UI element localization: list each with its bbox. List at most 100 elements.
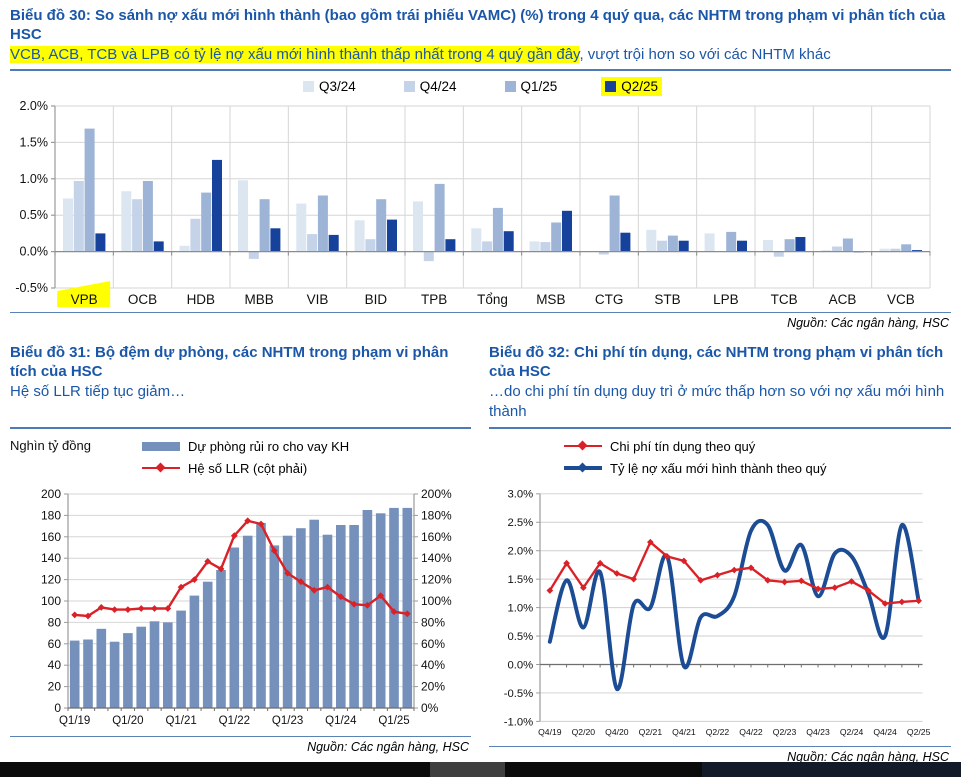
svg-text:140: 140 [41, 551, 61, 565]
chart32-section: Biểu đồ 32: Chi phí tín dụng, các NHTM t… [489, 343, 951, 764]
provision-bars [69, 508, 413, 709]
svg-text:3.0%: 3.0% [507, 489, 533, 501]
legend-swatch-q1-25 [504, 80, 516, 92]
legend-swatch-q4-24 [403, 80, 415, 92]
svg-text:Q2/24: Q2/24 [840, 727, 864, 737]
svg-text:TCB: TCB [771, 292, 798, 307]
svg-text:160%: 160% [421, 530, 452, 544]
svg-text:LPB: LPB [713, 292, 739, 307]
footer-bar-segment [505, 762, 702, 777]
chart31-bottom-divider [10, 736, 471, 738]
legend-item-llr: Hệ số LLR (cột phải) [142, 457, 349, 479]
svg-text:Q2/20: Q2/20 [572, 727, 596, 737]
svg-text:0.0%: 0.0% [507, 660, 533, 672]
legend-swatch-llr [142, 462, 180, 473]
chart31-canvas: 0 0% 20 20% 40 40% 60 60% 80 80% 100 100% 120 120% 140… [41, 487, 452, 727]
svg-text:VIB: VIB [307, 292, 329, 307]
chart31-title: Biểu đồ 31: Bộ đệm dự phòng, các NHTM tr… [10, 343, 449, 381]
legend-label-credit-cost: Chi phí tín dụng theo quý [610, 438, 756, 454]
svg-text:Q1/22: Q1/22 [219, 715, 250, 727]
x-axis: Q1/19 Q1/20 Q1/21 Q1/22 Q1/23 Q1/24 Q1/25 [59, 707, 415, 727]
svg-text:-0.5%: -0.5% [504, 688, 533, 700]
svg-text:0.5%: 0.5% [507, 631, 533, 643]
legend-item-credit-cost: Chi phí tín dụng theo quý [564, 435, 876, 457]
svg-text:0%: 0% [421, 701, 439, 715]
svg-text:-0.5%: -0.5% [15, 281, 48, 295]
category-highlight [57, 280, 111, 307]
footer-bar [0, 762, 961, 777]
svg-text:200: 200 [41, 487, 61, 501]
svg-text:60%: 60% [421, 637, 445, 651]
chart30-source: Nguồn: Các ngân hàng, HSC [787, 315, 949, 330]
x-axis-labels: Q4/19 Q2/20 Q4/20 Q2/21 Q4/21 Q2/22 Q4/22 Q2/23… [538, 727, 931, 737]
svg-text:80: 80 [48, 616, 62, 630]
svg-text:TPB: TPB [421, 292, 447, 307]
chart30-subtitle: VCB, ACB, TCB và LPB có tỷ lệ nợ xấu mới… [10, 45, 951, 65]
legend-label-q4-24: Q4/24 [419, 78, 457, 94]
svg-text:80%: 80% [421, 616, 445, 630]
legend-label-q2-25: Q2/25 [621, 78, 659, 94]
axes: 0 0% 20 20% 40 40% 60 60% 80 80% 100 100% 120 120% 140… [41, 487, 452, 715]
svg-text:100: 100 [41, 594, 61, 608]
npl-formation-line [547, 519, 921, 692]
svg-text:Q4/20: Q4/20 [605, 727, 629, 737]
footer-bar-segment [430, 762, 505, 777]
svg-text:ACB: ACB [829, 292, 857, 307]
svg-text:Tổng: Tổng [477, 292, 508, 307]
svg-text:Q2/21: Q2/21 [639, 727, 663, 737]
legend-label-provisions: Dự phòng rủi ro cho vay KH [188, 438, 350, 454]
chart31-divider [10, 427, 471, 430]
svg-text:Q2/22: Q2/22 [706, 727, 730, 737]
legend-label-npl-formation: Tỷ lệ nợ xấu mới hình thành theo quý [610, 460, 827, 476]
svg-text:2.5%: 2.5% [507, 517, 533, 529]
bottom-charts: Biểu đồ 31: Bộ đệm dự phòng, các NHTM tr… [10, 343, 951, 764]
svg-text:Q1/21: Q1/21 [165, 715, 196, 727]
svg-text:STB: STB [654, 292, 680, 307]
svg-text:BID: BID [365, 292, 388, 307]
svg-text:200%: 200% [421, 487, 452, 501]
chart30-divider [10, 311, 951, 313]
legend-label-q3-24: Q3/24 [318, 78, 356, 94]
svg-text:Q2/23: Q2/23 [773, 727, 797, 737]
chart31-axis-unit: Nghìn tỷ đồng [10, 438, 91, 454]
svg-text:180%: 180% [421, 509, 452, 523]
legend-item-q3-24: Q3/24 [299, 77, 360, 96]
legend-swatch-npl-formation [564, 462, 602, 473]
svg-text:140%: 140% [421, 551, 452, 565]
svg-text:Q4/24: Q4/24 [873, 727, 897, 737]
svg-text:0.0%: 0.0% [20, 244, 49, 258]
svg-text:0.5%: 0.5% [20, 208, 49, 222]
svg-text:100%: 100% [421, 594, 452, 608]
chart31-source: Nguồn: Các ngân hàng, HSC [307, 740, 469, 755]
svg-text:Q2/25: Q2/25 [907, 727, 931, 737]
svg-text:Q1/23: Q1/23 [272, 715, 303, 727]
svg-text:120: 120 [41, 573, 61, 587]
svg-text:Q1/20: Q1/20 [112, 715, 143, 727]
svg-text:1.5%: 1.5% [20, 135, 49, 149]
x-axis-labels: VPB OCB HDB MBB VIB BID TPB Tổng MSB CTG STB LPB TCB… [71, 292, 915, 307]
svg-text:20%: 20% [421, 680, 445, 694]
legend-item-npl-formation: Tỷ lệ nợ xấu mới hình thành theo quý [564, 457, 876, 479]
svg-text:0: 0 [54, 701, 61, 715]
zero-axis [54, 250, 931, 256]
svg-text:CTG: CTG [595, 292, 624, 307]
legend-item-q1-25: Q1/25 [501, 77, 562, 96]
gridlines [54, 105, 931, 289]
llr-line [71, 517, 411, 620]
svg-text:120%: 120% [421, 573, 452, 587]
legend-swatch-provisions [142, 441, 180, 451]
svg-text:MSB: MSB [536, 292, 565, 307]
svg-text:180: 180 [41, 509, 61, 523]
svg-text:MBB: MBB [245, 292, 274, 307]
bars-q4-24 [73, 180, 901, 261]
svg-text:160: 160 [41, 530, 61, 544]
svg-text:1.5%: 1.5% [507, 574, 533, 586]
svg-text:2.0%: 2.0% [20, 99, 49, 113]
svg-text:20: 20 [48, 680, 62, 694]
svg-text:-1.0%: -1.0% [504, 717, 533, 729]
svg-text:VCB: VCB [887, 292, 915, 307]
y-axis: 2.0% 1.5% 1.0% 0.5% 0.0% -0.5% [15, 99, 56, 295]
svg-text:60: 60 [48, 637, 62, 651]
bars-q3-24 [63, 180, 890, 252]
svg-text:Q4/19: Q4/19 [538, 727, 562, 737]
